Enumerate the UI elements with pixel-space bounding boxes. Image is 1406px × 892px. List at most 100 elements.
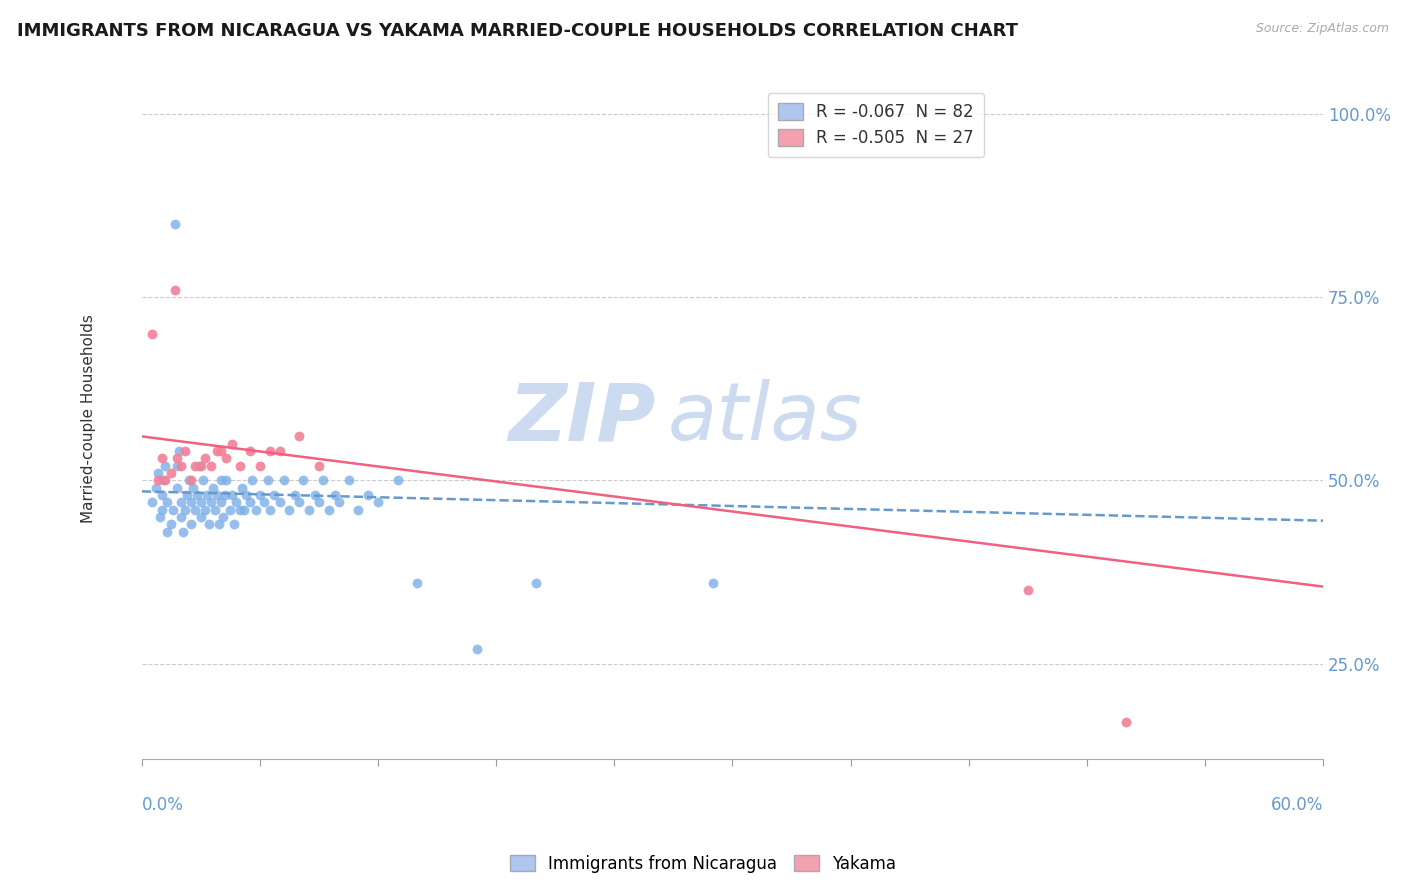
Point [170, 495, 193, 509]
Point [190, 510, 212, 524]
Point [209, 495, 232, 509]
Point [269, 444, 291, 458]
Point [166, 451, 188, 466]
Point [235, 488, 257, 502]
Point [177, 474, 200, 488]
Point [160, 466, 183, 480]
Point [152, 474, 174, 488]
Point [273, 474, 295, 488]
Point [184, 502, 207, 516]
Text: Source: ZipAtlas.com: Source: ZipAtlas.com [1256, 22, 1389, 36]
Point [288, 495, 311, 509]
Point [347, 502, 370, 516]
Point [200, 458, 222, 473]
Point [150, 488, 173, 502]
Point [465, 641, 488, 656]
Point [174, 444, 197, 458]
Point [184, 458, 207, 473]
Point [166, 481, 188, 495]
Point [323, 488, 346, 502]
Point [524, 576, 547, 591]
Point [205, 488, 228, 502]
Point [256, 474, 278, 488]
Point [148, 510, 170, 524]
Point [162, 502, 184, 516]
Point [156, 495, 179, 509]
Point [160, 517, 183, 532]
Text: 0.0%: 0.0% [142, 797, 184, 814]
Point [239, 444, 262, 458]
Point [194, 451, 217, 466]
Point [187, 458, 209, 473]
Point [224, 517, 246, 532]
Legend: Immigrants from Nicaragua, Yakama: Immigrants from Nicaragua, Yakama [503, 848, 903, 880]
Legend: R = -0.067  N = 82, R = -0.505  N = 27: R = -0.067 N = 82, R = -0.505 N = 27 [768, 93, 984, 157]
Point [191, 474, 214, 488]
Point [146, 474, 169, 488]
Point [240, 474, 263, 488]
Point [180, 495, 202, 509]
Point [214, 488, 236, 502]
Point [1115, 715, 1137, 730]
Point [145, 481, 167, 495]
Point [155, 458, 177, 473]
Point [146, 466, 169, 480]
Point [259, 502, 281, 516]
Point [150, 451, 173, 466]
Point [180, 517, 202, 532]
Point [367, 495, 389, 509]
Point [141, 495, 163, 509]
Point [166, 458, 188, 473]
Point [197, 517, 219, 532]
Point [292, 474, 315, 488]
Point [180, 474, 202, 488]
Point [141, 326, 163, 341]
Point [702, 576, 724, 591]
Text: ZIP: ZIP [509, 379, 655, 457]
Point [229, 502, 252, 516]
Point [190, 495, 212, 509]
Point [225, 495, 247, 509]
Point [205, 444, 228, 458]
Point [204, 502, 226, 516]
Point [172, 524, 194, 539]
Point [312, 474, 335, 488]
Point [318, 502, 340, 516]
Point [328, 495, 350, 509]
Point [221, 488, 243, 502]
Point [304, 488, 326, 502]
Point [165, 217, 187, 231]
Point [167, 444, 190, 458]
Point [155, 474, 177, 488]
Text: IMMIGRANTS FROM NICARAGUA VS YAKAMA MARRIED-COUPLE HOUSEHOLDS CORRELATION CHART: IMMIGRANTS FROM NICARAGUA VS YAKAMA MARR… [17, 22, 1018, 40]
Text: Married-couple Households: Married-couple Households [82, 314, 96, 523]
Point [200, 495, 222, 509]
Point [337, 474, 360, 488]
Point [249, 488, 271, 502]
Point [249, 458, 271, 473]
Point [190, 458, 212, 473]
Point [263, 488, 285, 502]
Point [245, 502, 267, 516]
Point [181, 481, 204, 495]
Point [219, 502, 242, 516]
Point [211, 510, 233, 524]
Point [209, 474, 232, 488]
Point [186, 488, 208, 502]
Point [253, 495, 276, 509]
Text: 60.0%: 60.0% [1271, 797, 1323, 814]
Point [269, 495, 291, 509]
Point [207, 517, 229, 532]
Point [308, 495, 330, 509]
Point [195, 488, 218, 502]
Point [229, 458, 252, 473]
Point [298, 502, 321, 516]
Point [176, 488, 198, 502]
Point [201, 481, 224, 495]
Point [1017, 583, 1039, 598]
Point [288, 429, 311, 443]
Point [231, 481, 253, 495]
Point [215, 474, 238, 488]
Point [233, 502, 256, 516]
Point [150, 502, 173, 516]
